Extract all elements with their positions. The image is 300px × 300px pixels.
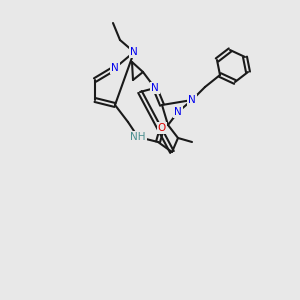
- Text: N: N: [130, 47, 138, 57]
- Text: NH: NH: [130, 132, 146, 142]
- Text: N: N: [174, 107, 182, 117]
- Text: N: N: [151, 83, 159, 93]
- Text: O: O: [158, 123, 166, 133]
- Text: N: N: [188, 95, 196, 105]
- Text: N: N: [111, 63, 119, 73]
